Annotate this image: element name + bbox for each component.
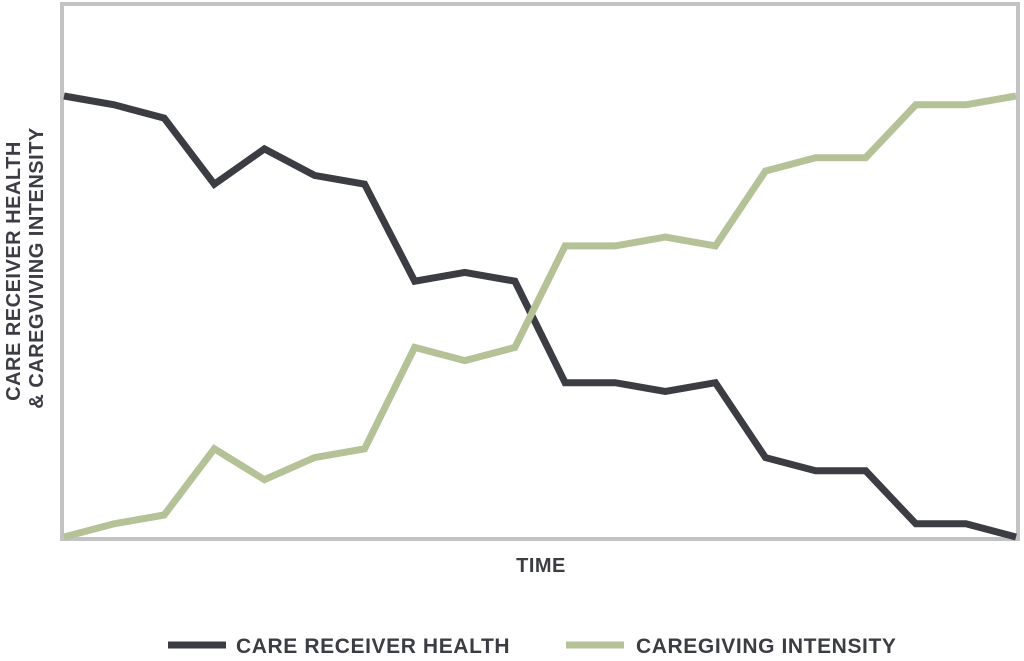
y-axis-label: CARE RECEIVER HEALTH & CAREGVIVING INTEN… <box>3 127 48 409</box>
legend-label-caregiving-intensity: CAREGIVING INTENSITY <box>636 635 897 658</box>
y-axis-label-line-1: CARE RECEIVER HEALTH <box>3 141 25 401</box>
y-axis-label-line-2: & CAREGVIVING INTENSITY <box>26 127 48 409</box>
legend: CARE RECEIVER HEALTH CAREGIVING INTENSITY <box>168 635 897 658</box>
x-axis-label: TIME <box>516 555 566 577</box>
series-line-caregiving-intensity <box>63 92 1017 541</box>
series-line-care-receiver-health <box>63 92 1017 541</box>
series-layer <box>63 92 1017 541</box>
plot-frame <box>60 2 1020 541</box>
legend-label-care-receiver-health: CARE RECEIVER HEALTH <box>236 635 510 658</box>
